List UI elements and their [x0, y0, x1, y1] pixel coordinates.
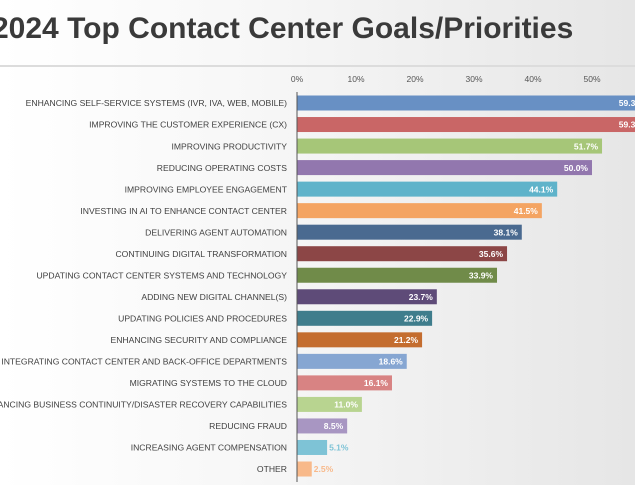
category-label: ADDING NEW DIGITAL CHANNEL(S): [141, 292, 287, 302]
bar: [297, 418, 348, 434]
category-label: CONTINUING DIGITAL TRANSFORMATION: [115, 249, 287, 259]
bar: [297, 439, 328, 455]
category-label: DELIVERING AGENT AUTOMATION: [145, 227, 287, 237]
bar: [297, 375, 392, 391]
x-tick-label: 30%: [465, 74, 482, 84]
category-label: IMPROVING THE CUSTOMER EXPERIENCE (CX): [89, 120, 287, 130]
category-label: ENHANCING SECURITY AND COMPLIANCE: [110, 335, 287, 345]
data-label: 33.9%: [469, 270, 494, 280]
category-label: UPDATING CONTACT CENTER SYSTEMS AND TECH…: [36, 270, 287, 280]
data-label: 59.3%: [619, 120, 635, 130]
bar: [297, 117, 635, 133]
bar: [297, 289, 437, 305]
bar: [297, 203, 542, 219]
data-label: 41.5%: [514, 206, 539, 216]
bar: [297, 246, 508, 262]
x-tick-label: 0%: [291, 74, 304, 84]
data-label: 8.5%: [324, 421, 344, 431]
data-label: 35.6%: [479, 249, 504, 259]
x-tick-label: 20%: [406, 74, 423, 84]
data-label: 2.5%: [314, 464, 334, 474]
bar: [297, 396, 362, 412]
bar: [297, 138, 603, 154]
bar: [297, 310, 433, 326]
data-label: 11.0%: [334, 400, 358, 410]
data-label: 51.7%: [574, 141, 599, 151]
data-label: 50.0%: [564, 163, 589, 173]
data-label: 16.1%: [364, 378, 389, 388]
data-label: 21.2%: [394, 335, 419, 345]
bar: [297, 224, 522, 240]
category-label: ENHANCING BUSINESS CONTINUITY/DISASTER R…: [0, 400, 287, 410]
title-divider: [0, 65, 635, 67]
x-tick-label: 50%: [583, 74, 600, 84]
category-label: INTEGRATING CONTACT CENTER AND BACK-OFFI…: [1, 357, 287, 367]
category-label: INVESTING IN AI TO ENHANCE CONTACT CENTE…: [80, 206, 287, 216]
data-label: 22.9%: [404, 314, 429, 324]
category-label: INCREASING AGENT COMPENSATION: [131, 443, 287, 453]
bar: [297, 267, 498, 283]
data-label: 18.6%: [379, 357, 404, 367]
bar: [297, 95, 635, 111]
category-label: MIGRATING SYSTEMS TO THE CLOUD: [130, 378, 287, 388]
x-tick-label: 10%: [347, 74, 364, 84]
bar: [297, 332, 423, 348]
category-label: REDUCING FRAUD: [209, 421, 287, 431]
category-label: IMPROVING PRODUCTIVITY: [171, 141, 287, 151]
category-label: IMPROVING EMPLOYEE ENGAGEMENT: [125, 184, 288, 194]
category-label: REDUCING OPERATING COSTS: [157, 163, 287, 173]
x-tick-label: 40%: [524, 74, 541, 84]
data-label: 38.1%: [494, 227, 519, 237]
bar: [297, 160, 592, 176]
data-label: 23.7%: [409, 292, 434, 302]
bar: [297, 181, 558, 197]
category-label: OTHER: [257, 464, 287, 474]
category-label: ENHANCING SELF-SERVICE SYSTEMS (IVR, IVA…: [26, 98, 288, 108]
data-label: 59.3%: [619, 98, 635, 108]
bar: [297, 353, 407, 369]
chart-title: 2024 Top Contact Center Goals/Priorities: [0, 12, 574, 45]
category-label: UPDATING POLICIES AND PROCEDURES: [118, 314, 287, 324]
data-label: 5.1%: [329, 443, 349, 453]
bar: [297, 461, 312, 477]
data-label: 44.1%: [529, 184, 554, 194]
